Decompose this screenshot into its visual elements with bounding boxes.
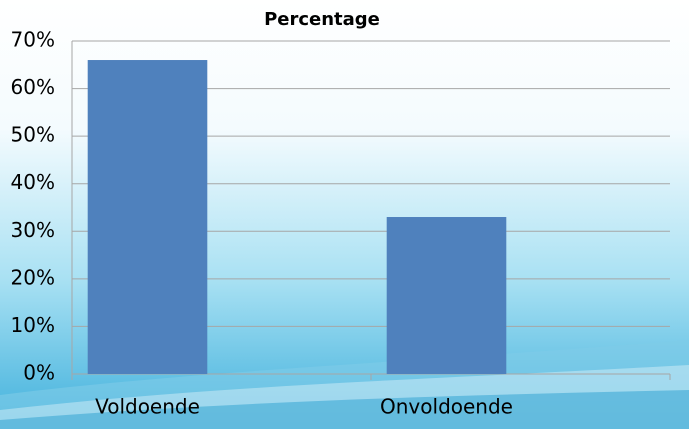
y-tick-label: 70% [11, 28, 55, 52]
y-tick-label: 60% [11, 75, 55, 99]
x-tick-label: Voldoende [95, 395, 200, 419]
bar [386, 217, 507, 374]
chart-title: Percentage [264, 9, 380, 30]
y-tick-label: 30% [11, 218, 55, 242]
bar [87, 60, 208, 375]
wave [0, 390, 689, 429]
plot-area: 0% 10% 20% 30% 40% 50% 60% 70% Voldoende Onvoldoe… [11, 28, 671, 419]
y-tick-label: 20% [11, 265, 55, 289]
y-tick-label: 40% [11, 170, 55, 194]
y-tick-label: 0% [23, 361, 55, 385]
x-tick-label: Onvoldoende [380, 395, 513, 419]
y-tick-label: 50% [11, 123, 55, 147]
y-tick-label: 10% [11, 313, 55, 337]
